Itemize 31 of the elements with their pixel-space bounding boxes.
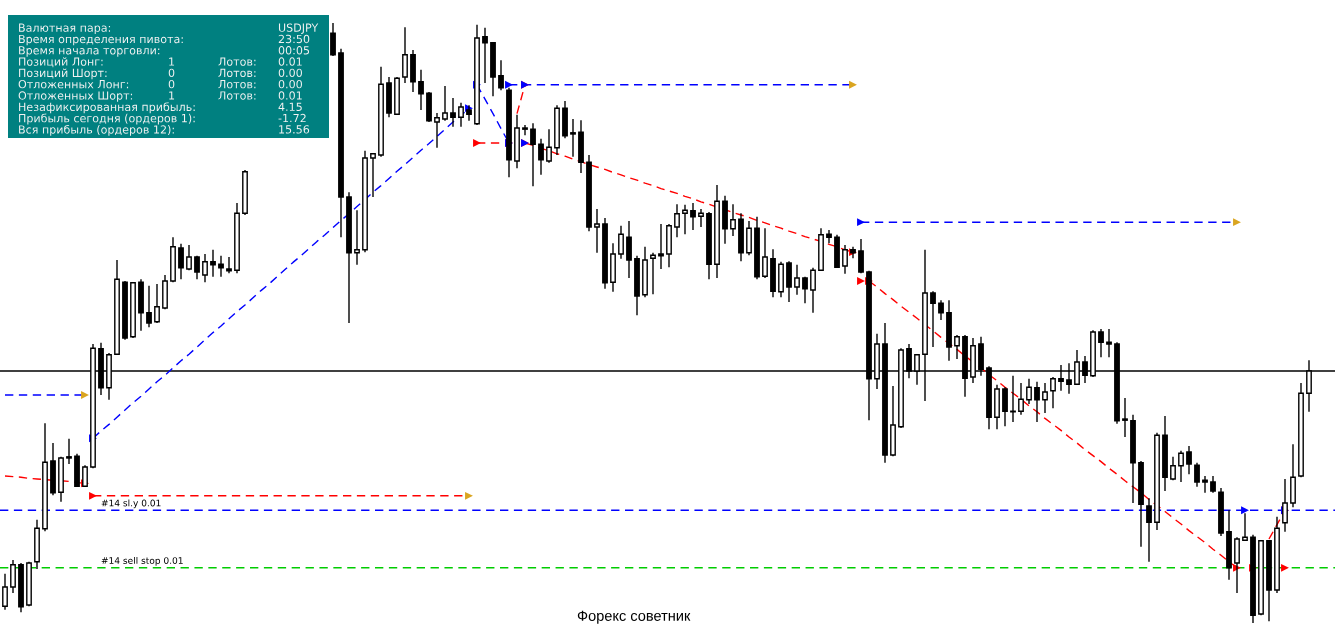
annotation: Лотов: [218,68,256,78]
annotation: 0.01 [278,57,302,66]
annotation: 0.00 [278,68,302,78]
annotation: Позиций Шорт: [19,68,107,80]
annotation: 1 [169,91,175,100]
annotation: Незафиксированная прибыль: [19,102,195,114]
annotation: 0 [168,79,175,89]
annotation: Прибыль сегодня (ордеров 1): [19,113,195,125]
annotation: Отложенных Шорт: [18,91,133,102]
annotation: Лотов: [218,91,256,100]
annotation: 0 [168,68,175,78]
annotation: 23:50 [278,34,310,44]
annotation: 4.15 [278,102,302,111]
annotation: -1.72 [278,113,306,123]
annotation: Отложенных Лонг: [18,79,129,89]
annotation: USDJPY [278,23,319,34]
annotation: Лотов: [218,57,256,66]
annotation: 1 [169,57,175,66]
annotation: Время начала торговли: [19,46,160,57]
annotation: Вся прибыль (ордеров 12): [19,124,174,136]
annotation: Лотов: [218,80,256,89]
annotation: Форекс советник [577,610,691,624]
annotation: 00:05 [278,46,310,55]
annotation: 0.00 [278,79,302,89]
annotation: Время определения пивота: [19,34,183,46]
annotation: Позиций Лонг: [19,57,103,68]
ref-line-label: #14 sell stop 0.01 [101,556,183,566]
annotation: 0.01 [278,91,302,100]
annotation: 15.56 [279,125,310,134]
annotation: Валютная пара: [19,23,111,35]
ref-line-label: #14 sl.y 0.01 [101,499,161,509]
